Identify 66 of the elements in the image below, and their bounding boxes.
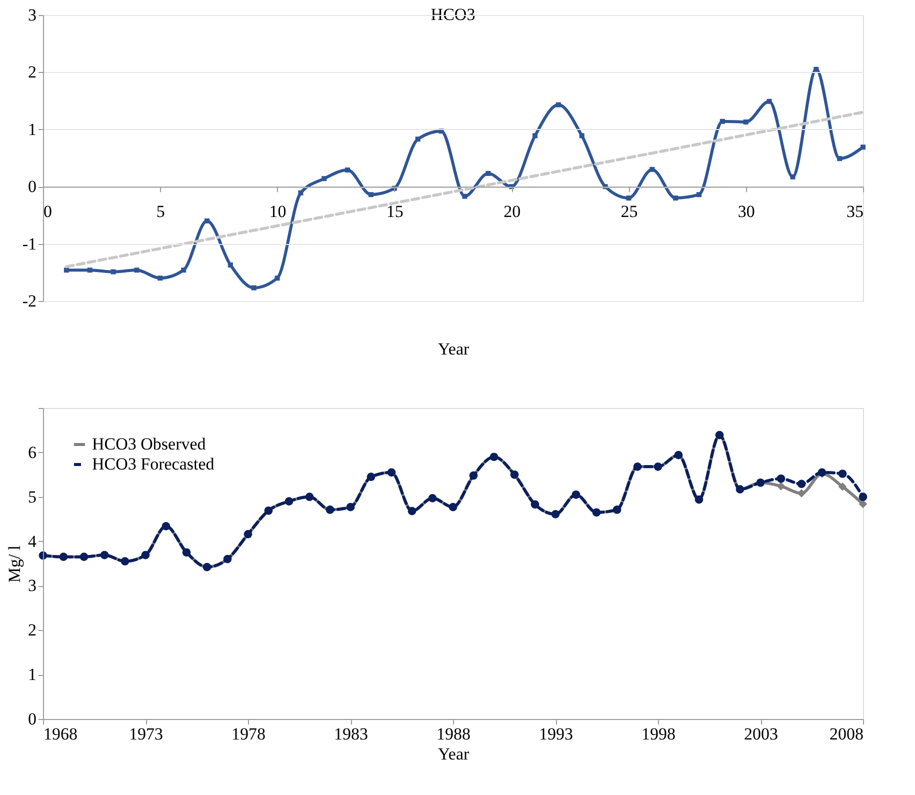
- point: [486, 170, 491, 176]
- point: [673, 196, 678, 201]
- x-tick-label: 1998: [642, 724, 676, 744]
- point: [368, 192, 374, 198]
- y-tick-label: 4: [28, 532, 37, 551]
- point: [650, 166, 655, 172]
- y-tick-label: 1: [28, 665, 36, 684]
- x-tick-label: 25: [620, 202, 638, 222]
- y-tick-label: 2: [28, 620, 36, 640]
- y-tick-label: -2: [22, 292, 36, 310]
- y-tick-label: 5: [28, 487, 36, 506]
- y-tick-label: 0: [28, 710, 36, 728]
- x-axis-title: Year: [438, 744, 470, 764]
- y-tick-label: 6: [28, 442, 36, 462]
- point: [345, 168, 350, 173]
- point: [720, 118, 725, 124]
- y-tick-label: -1: [22, 234, 36, 254]
- legend-label: HCO3 Forecasted: [92, 454, 215, 474]
- point: [322, 176, 327, 182]
- x-tick-label: 20: [504, 202, 521, 222]
- point: [251, 285, 256, 290]
- y-tick-label: 3: [28, 6, 36, 24]
- point: [134, 268, 140, 273]
- point: [837, 156, 842, 162]
- y-tick-label: 1: [28, 120, 36, 139]
- point: [298, 190, 304, 196]
- x-tick-label: 1978: [232, 724, 266, 744]
- x-tick-label: 1968: [44, 724, 78, 744]
- point: [87, 268, 92, 273]
- point: [860, 144, 866, 150]
- point: [532, 133, 538, 138]
- point: [696, 192, 702, 198]
- x-tick-label: 2008: [830, 724, 864, 744]
- point: [814, 66, 819, 72]
- point: [766, 98, 772, 104]
- point: [228, 262, 233, 268]
- y-tick-label: 0: [28, 177, 36, 196]
- point: [64, 268, 69, 273]
- legend-label: HCO3 Observed: [92, 434, 206, 454]
- x-tick-label: 5: [156, 202, 165, 222]
- point: [462, 194, 468, 199]
- x-tick-label: 10: [269, 202, 286, 222]
- x-tick-label: 0: [44, 202, 52, 222]
- x-tick-label: 1988: [436, 724, 470, 744]
- x-tick-label: 30: [738, 202, 755, 222]
- x-tick-label: 35: [846, 202, 864, 222]
- point: [204, 218, 210, 224]
- y-axis-title: Mg/ l: [5, 545, 24, 583]
- point: [556, 102, 561, 108]
- x-tick-label: 15: [386, 202, 404, 222]
- point: [110, 269, 116, 274]
- x-axis-title: Year: [438, 340, 470, 358]
- y-tick-label: 3: [28, 576, 36, 596]
- point: [579, 133, 584, 138]
- x-tick-label: 1973: [129, 724, 163, 744]
- point: [158, 276, 163, 281]
- x-tick-label: 2003: [744, 724, 778, 744]
- x-tick-label: 1983: [334, 724, 368, 744]
- point: [790, 174, 796, 180]
- point: [743, 119, 748, 124]
- point: [626, 196, 632, 201]
- y-tick-label: 2: [28, 62, 36, 82]
- point: [181, 268, 186, 273]
- x-tick-label: 1993: [539, 724, 573, 744]
- point: [274, 276, 280, 281]
- point: [415, 136, 420, 142]
